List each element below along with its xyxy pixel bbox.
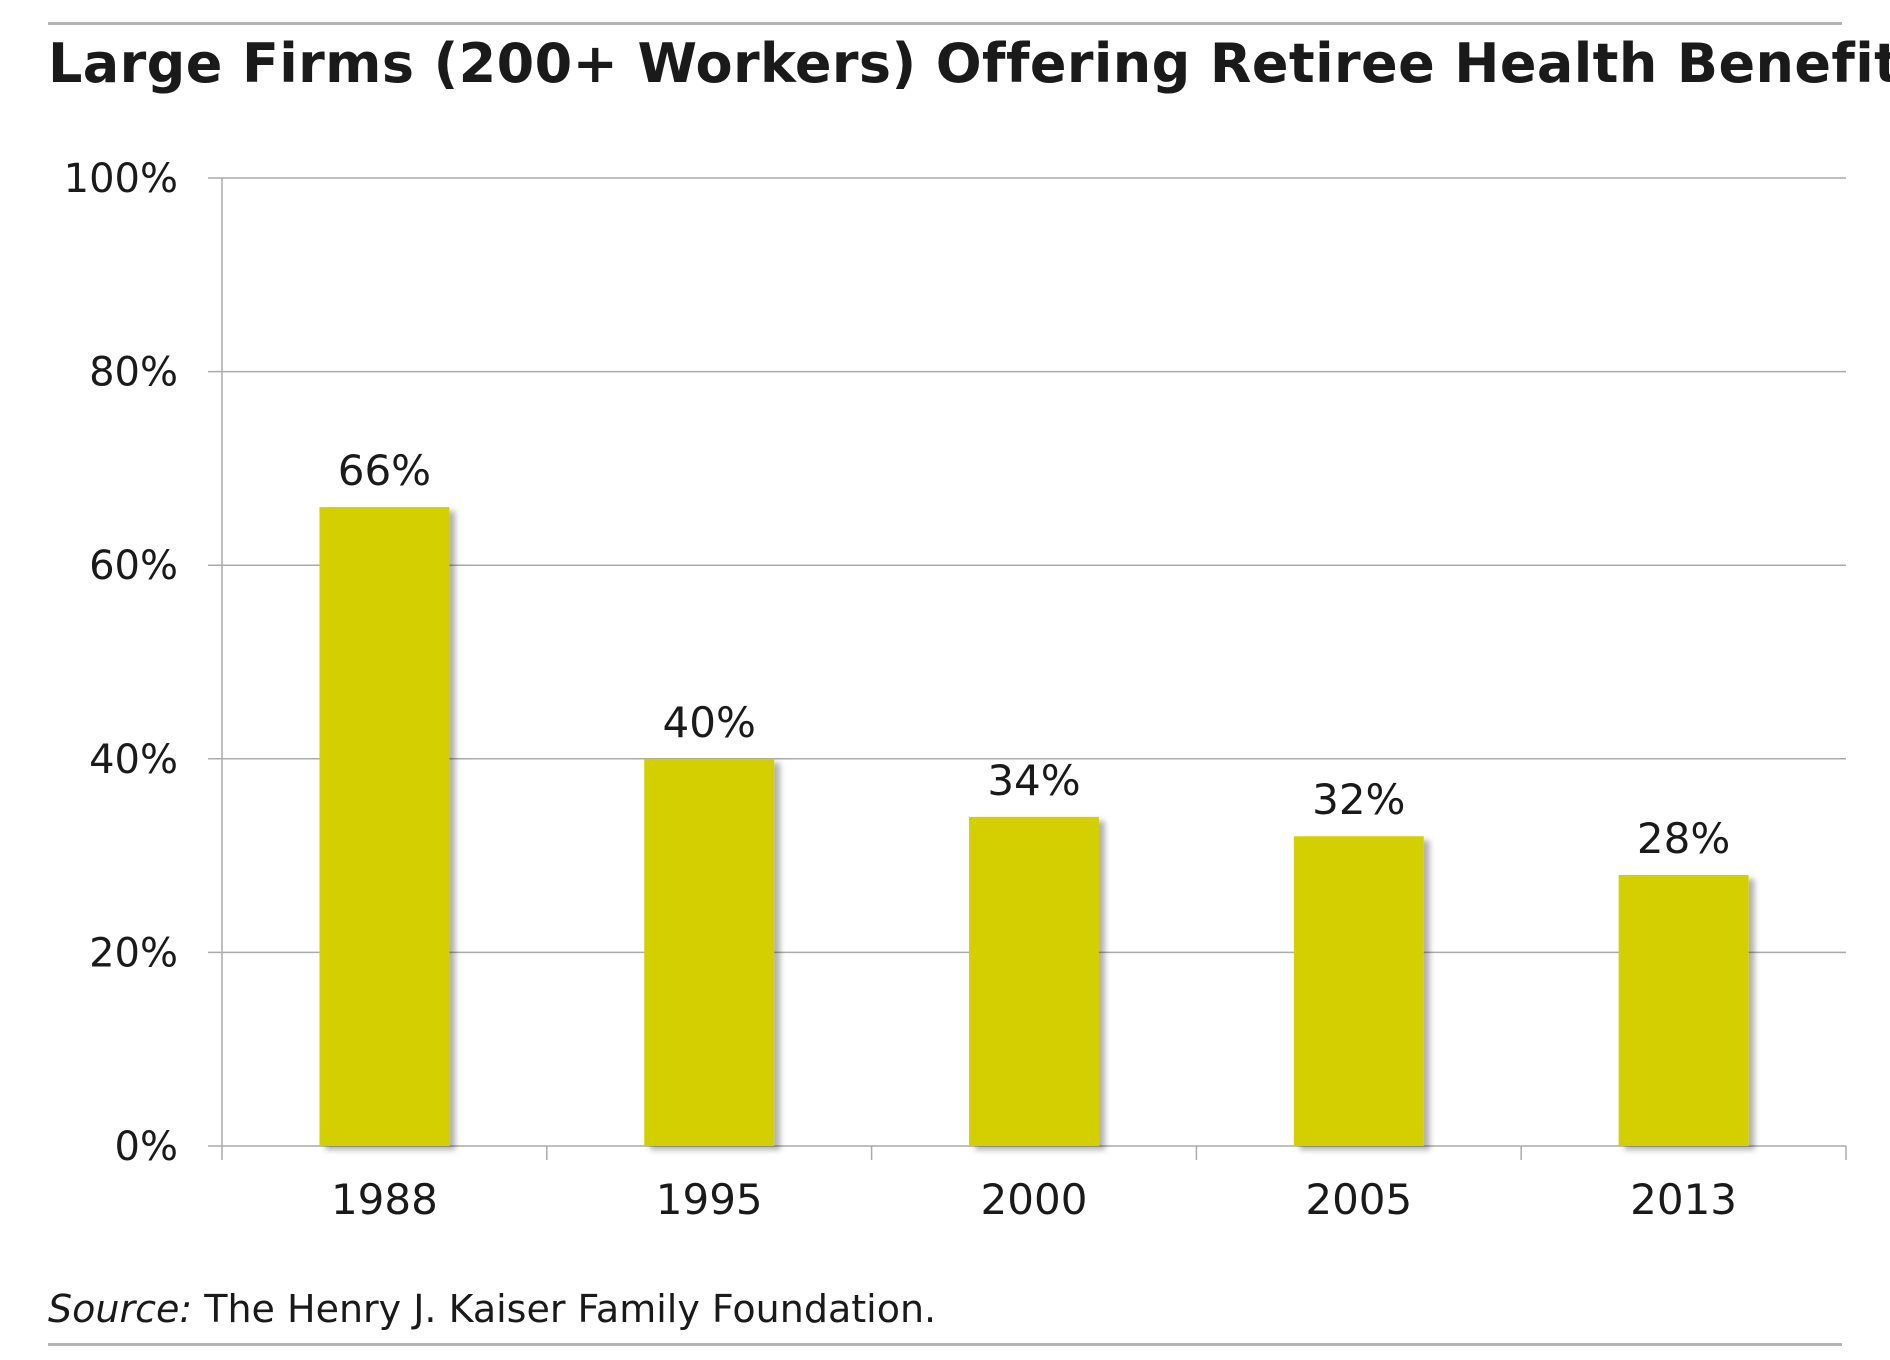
data-label: 40% xyxy=(663,698,756,747)
chart-title: Large Firms (200+ Workers) Offering Reti… xyxy=(48,32,1890,95)
x-tick-label: 2005 xyxy=(1305,1175,1412,1224)
source-label: Source: xyxy=(48,1287,193,1331)
data-labels: 66% 40% 34% 32% 28% xyxy=(338,446,1731,863)
x-tick-label: 1995 xyxy=(656,1175,763,1224)
bar-1988 xyxy=(319,507,450,1146)
bottom-rule xyxy=(48,1343,1842,1346)
y-tick-label: 40% xyxy=(89,737,178,783)
top-rule xyxy=(48,22,1842,25)
data-label: 66% xyxy=(338,446,431,495)
bar-2013 xyxy=(1618,874,1749,1146)
y-tick-label: 60% xyxy=(89,543,178,589)
y-tick-label: 100% xyxy=(64,156,178,202)
y-tick-label: 80% xyxy=(89,350,178,396)
source-text: The Henry J. Kaiser Family Foundation. xyxy=(192,1287,937,1331)
bar-2000 xyxy=(969,816,1099,1146)
x-tick-label: 1988 xyxy=(331,1175,438,1224)
bar-2005 xyxy=(1293,836,1424,1146)
y-tick-label: 0% xyxy=(115,1124,178,1170)
data-label: 34% xyxy=(987,756,1080,805)
data-label: 32% xyxy=(1312,775,1405,824)
x-tick-label: 2000 xyxy=(981,1175,1088,1224)
y-tick-label: 20% xyxy=(89,930,178,976)
data-label: 28% xyxy=(1637,814,1730,863)
x-tick-label: 2013 xyxy=(1630,1175,1737,1224)
axes: 0% 20% 40% 60% 80% 100% 1988 1995 2000 2005 2013 xyxy=(64,156,1847,1224)
bar-1995 xyxy=(644,758,775,1146)
source-note: Source: The Henry J. Kaiser Family Found… xyxy=(48,1287,936,1331)
bars xyxy=(319,507,1749,1146)
